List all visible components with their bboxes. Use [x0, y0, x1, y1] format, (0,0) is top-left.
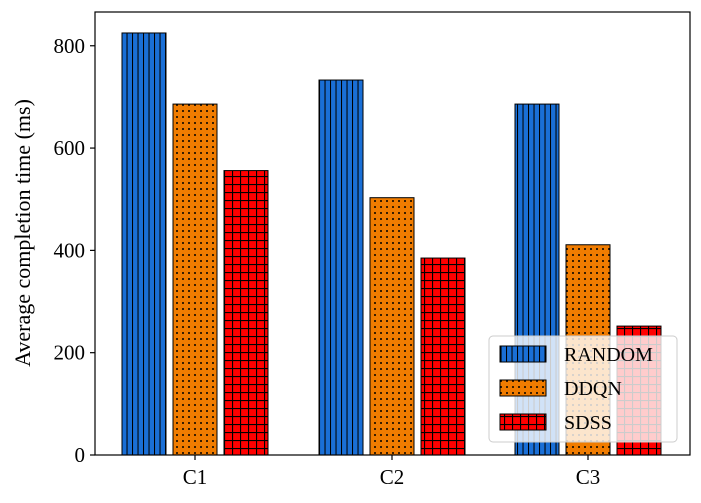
x-axis-ticks: C1 C2 C3: [183, 455, 601, 489]
y-tick-label: 0: [75, 443, 86, 467]
bar-ddqn-c2: [369, 197, 415, 456]
x-tick-label: C2: [380, 465, 405, 489]
bar-sdss-c2: [420, 257, 466, 456]
legend-label-sdss: SDSS: [564, 412, 612, 434]
x-tick-label: C3: [576, 465, 601, 489]
x-tick-label: C1: [183, 465, 208, 489]
legend-swatch-sdss: [499, 413, 547, 431]
y-tick-label: 800: [54, 34, 86, 58]
y-axis-ticks: 0 200 400 600 800: [54, 34, 95, 467]
y-tick-label: 400: [54, 238, 86, 262]
bar-random-c2: [318, 79, 364, 456]
legend: RANDOM DDQN SDSS: [488, 335, 678, 443]
legend-label-random: RANDOM: [564, 344, 653, 366]
legend-swatch-random: [499, 345, 547, 363]
bar-random-c1: [121, 32, 167, 456]
legend-swatch-ddqn: [499, 379, 547, 397]
y-axis-label: Average completion time (ms): [10, 99, 35, 367]
bar-ddqn-c1: [172, 103, 218, 456]
y-tick-label: 600: [54, 136, 86, 160]
bar-sdss-c1: [223, 170, 269, 456]
plot-frame: [94, 11, 691, 456]
y-tick-label: 200: [54, 341, 86, 365]
legend-label-ddqn: DDQN: [564, 378, 622, 400]
